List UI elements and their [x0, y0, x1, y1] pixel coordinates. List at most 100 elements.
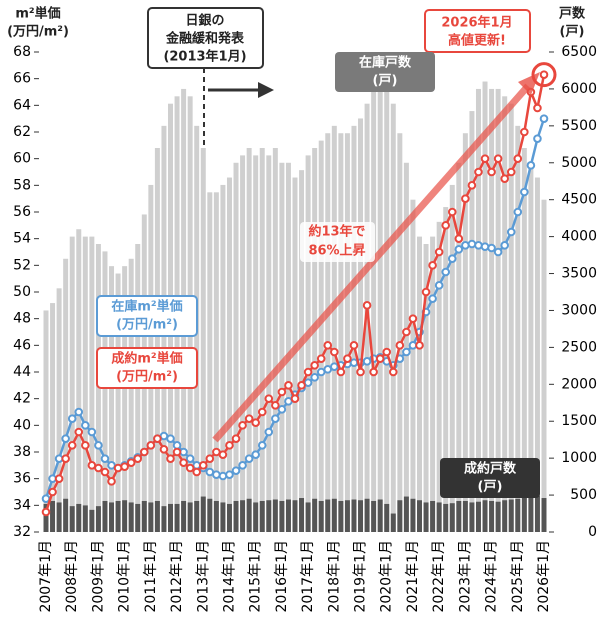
marker: [94, 441, 103, 450]
x-tick-label: 2009年1月: [90, 540, 106, 613]
marker: [185, 454, 195, 463]
y-tick-label: 60: [13, 151, 31, 167]
y2-tick-label: 3500: [561, 266, 597, 282]
marker: [74, 407, 84, 417]
marker: [48, 487, 57, 497]
marker: [244, 414, 254, 423]
legend-unit: (戸): [373, 74, 398, 89]
bar: [508, 499, 514, 532]
bar: [43, 310, 49, 532]
marker: [41, 507, 51, 517]
marker: [271, 401, 280, 410]
x-tick-label: 2021年1月: [405, 540, 421, 613]
trend-arrow: [212, 83, 531, 443]
bar: [122, 266, 128, 532]
bar: [443, 207, 449, 533]
y-tick-label: 44: [13, 364, 31, 380]
bar: [82, 236, 88, 532]
bar: [528, 162, 534, 532]
x-tick-label: 2023年1月: [457, 540, 473, 613]
bar: [364, 498, 370, 532]
x-tick-label: 2008年1月: [64, 540, 80, 613]
marker: [153, 434, 162, 443]
marker: [316, 354, 326, 363]
bar: [456, 500, 462, 532]
marker: [238, 421, 247, 430]
marker: [166, 454, 175, 463]
marker: [231, 466, 241, 475]
y-tick-label: 48: [13, 311, 31, 327]
marker: [310, 361, 319, 370]
marker: [264, 394, 274, 403]
bar: [299, 170, 305, 532]
marker: [146, 441, 156, 450]
bar: [534, 177, 540, 533]
y-tick-label: 68: [13, 44, 31, 60]
bar: [272, 499, 278, 532]
marker: [513, 207, 523, 217]
legend-unit: (万円/m²): [116, 370, 178, 385]
marker: [369, 367, 378, 377]
bar: [89, 509, 95, 532]
y2-tick-label: 1500: [561, 413, 597, 429]
marker: [402, 327, 411, 337]
bar: [272, 148, 278, 532]
bar: [521, 496, 527, 532]
bar: [482, 81, 488, 533]
marker: [343, 354, 352, 363]
marker: [520, 127, 529, 137]
bar: [397, 500, 403, 532]
marker: [198, 461, 208, 470]
marker: [126, 458, 136, 467]
bar: [240, 155, 246, 532]
bar: [443, 503, 449, 532]
marker: [388, 367, 398, 377]
record-box: [424, 9, 531, 53]
marker: [500, 174, 509, 183]
bar: [154, 500, 160, 532]
bar: [475, 88, 481, 532]
bar: [338, 133, 344, 532]
marker: [100, 467, 110, 477]
bar: [128, 502, 134, 532]
bar: [89, 236, 95, 532]
x-tick-label: 2013年1月: [195, 540, 211, 613]
bar: [397, 133, 403, 532]
record-text: 高値更新!: [448, 33, 506, 49]
bar: [266, 500, 272, 532]
marker: [225, 441, 234, 450]
marker: [428, 294, 437, 303]
bar: [331, 498, 337, 532]
x-tick-label: 2012年1月: [169, 540, 185, 613]
bar: [200, 496, 206, 532]
bar: [384, 503, 390, 532]
marker: [290, 394, 300, 403]
bar: [50, 500, 56, 532]
bar: [194, 500, 200, 532]
marker: [428, 261, 437, 270]
marker: [257, 441, 267, 450]
bar: [351, 499, 357, 532]
y2-tick-label: 4500: [561, 192, 597, 208]
bar: [430, 236, 436, 532]
bar: [56, 288, 62, 532]
y-tick-label: 54: [13, 231, 31, 247]
marker: [493, 247, 503, 257]
y-tick-label: 62: [13, 124, 31, 140]
bar: [502, 500, 508, 532]
marker: [421, 287, 431, 297]
bar: [220, 502, 226, 532]
marker: [447, 207, 457, 217]
marker: [133, 454, 143, 463]
bar: [102, 251, 108, 532]
rise-text: 86%上昇: [308, 244, 365, 259]
bar: [69, 506, 75, 532]
bar: [266, 155, 272, 532]
bar: [541, 199, 547, 532]
marker: [474, 167, 483, 177]
marker: [297, 381, 306, 390]
marker: [506, 167, 516, 177]
bar: [187, 502, 193, 532]
marker: [310, 373, 319, 382]
bar: [50, 303, 56, 532]
